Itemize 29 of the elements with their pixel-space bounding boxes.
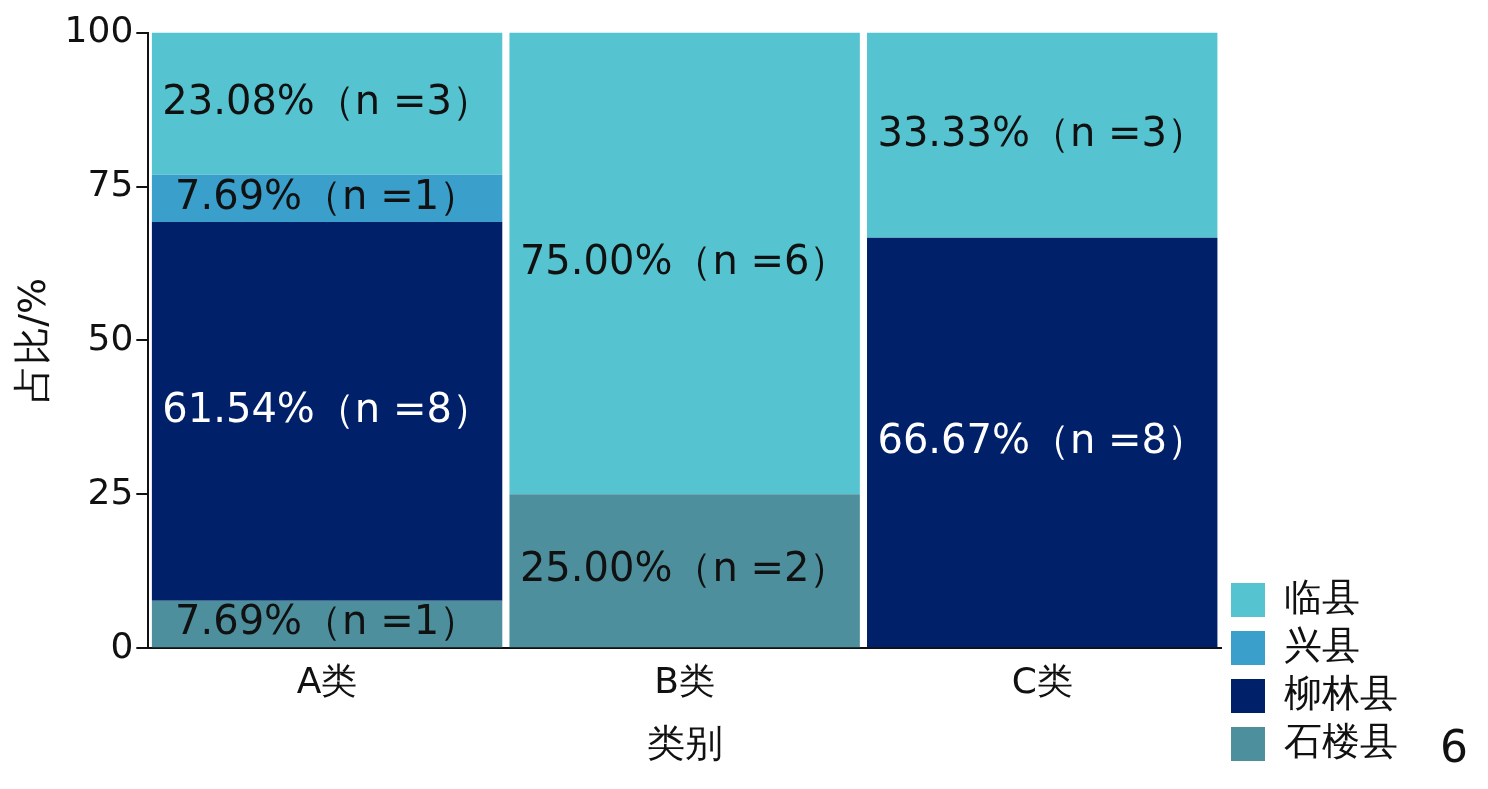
- data-label: 7.69%（n =1）: [175, 171, 480, 218]
- bar: [867, 237, 1218, 648]
- x-tick-label: A类: [296, 660, 358, 702]
- y-tick-label: 100: [64, 8, 134, 50]
- y-axis-title: 占比/%: [9, 277, 54, 403]
- data-label: 66.67%（n =8）: [877, 415, 1207, 462]
- data-label: 61.54%（n =8）: [162, 384, 492, 431]
- data-label: 25.00%（n =2）: [519, 544, 850, 591]
- bar: [151, 222, 503, 601]
- data-label: 23.08%（n =3）: [162, 77, 492, 124]
- bar: [151, 32, 503, 175]
- legend-label: 兴县: [1284, 622, 1360, 667]
- data-label: 33.33%（n =3）: [877, 108, 1207, 155]
- legend-label: 柳林县: [1284, 670, 1398, 715]
- y-tick-label: 50: [87, 316, 134, 358]
- bar: [509, 32, 860, 495]
- bar: [509, 494, 860, 648]
- data-label: 75.00%（n =6）: [519, 236, 850, 283]
- y-tick-label: 0: [110, 624, 134, 666]
- legend-label: 临县: [1284, 574, 1360, 619]
- text: 6: [1440, 721, 1468, 773]
- y-tick-label: 75: [87, 162, 134, 204]
- x-tick-label: B类: [654, 660, 716, 702]
- x-tick-label: C类: [1011, 660, 1073, 702]
- bar: [867, 32, 1218, 238]
- data-label: 7.69%（n =1）: [175, 597, 480, 644]
- x-axis-title: 类别: [646, 721, 723, 766]
- y-tick-label: 25: [87, 470, 134, 512]
- legend-label: 石楼县: [1284, 718, 1398, 763]
